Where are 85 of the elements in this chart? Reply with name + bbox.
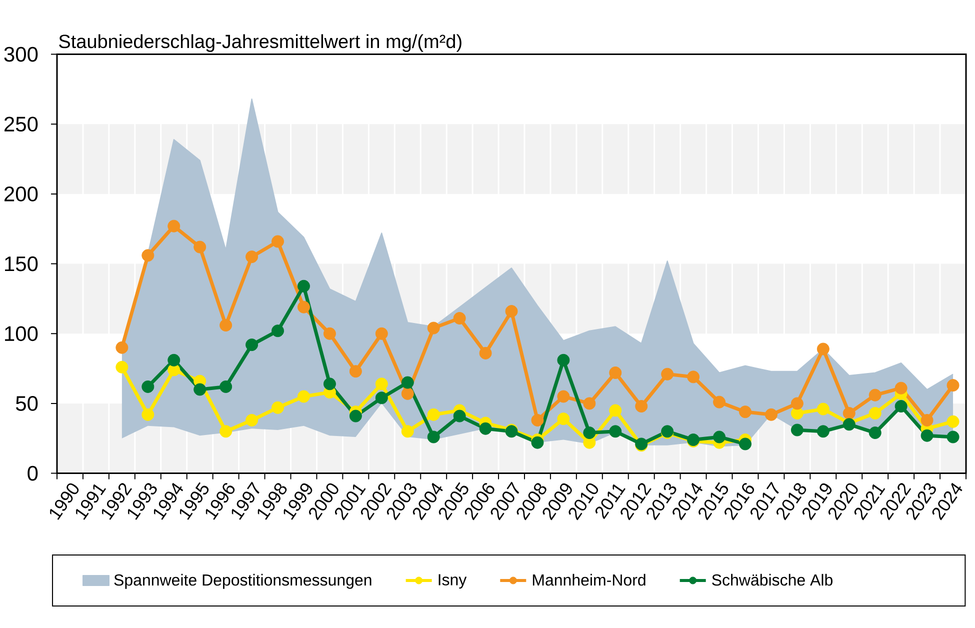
y-tick-label: 100 bbox=[5, 326, 38, 342]
legend-label: Isny bbox=[438, 574, 467, 589]
point bbox=[946, 379, 960, 392]
point bbox=[816, 342, 830, 356]
point bbox=[557, 390, 570, 403]
point bbox=[246, 250, 258, 264]
point bbox=[142, 380, 154, 393]
point bbox=[842, 406, 856, 420]
legend-label: Mannheim-Nord bbox=[532, 574, 646, 586]
point bbox=[946, 430, 960, 444]
y-tick-label: 0 bbox=[28, 466, 38, 481]
point bbox=[816, 425, 830, 438]
point bbox=[427, 322, 440, 334]
point bbox=[635, 400, 648, 413]
point bbox=[401, 425, 414, 438]
point bbox=[297, 280, 310, 292]
point bbox=[142, 249, 154, 262]
point bbox=[894, 400, 908, 413]
legend-label: Spannweite Depostitionsmessungen bbox=[114, 574, 372, 589]
point bbox=[168, 354, 180, 366]
point bbox=[220, 425, 232, 438]
y-tick-label: 150 bbox=[5, 256, 38, 272]
point bbox=[453, 312, 466, 325]
y-tick-label: 50 bbox=[16, 396, 38, 411]
point bbox=[583, 426, 596, 440]
point bbox=[323, 378, 336, 390]
point bbox=[557, 354, 570, 366]
point bbox=[142, 408, 154, 421]
point bbox=[790, 424, 804, 436]
point bbox=[453, 410, 466, 422]
point bbox=[557, 412, 570, 426]
point bbox=[168, 220, 180, 232]
point bbox=[401, 387, 414, 400]
point bbox=[349, 410, 362, 422]
point bbox=[920, 429, 934, 442]
point bbox=[790, 397, 804, 410]
point bbox=[609, 404, 622, 417]
point bbox=[687, 370, 700, 384]
point bbox=[868, 406, 882, 420]
point bbox=[427, 430, 440, 444]
point bbox=[297, 390, 310, 403]
point bbox=[297, 300, 310, 314]
point bbox=[349, 365, 362, 378]
point bbox=[272, 324, 284, 338]
point bbox=[894, 382, 908, 394]
point bbox=[194, 383, 206, 396]
point bbox=[401, 376, 414, 389]
point bbox=[375, 327, 388, 340]
point bbox=[661, 368, 674, 380]
point bbox=[764, 408, 778, 421]
point bbox=[246, 414, 258, 426]
point bbox=[427, 408, 440, 421]
point bbox=[479, 346, 492, 360]
point bbox=[220, 319, 232, 332]
point bbox=[116, 341, 128, 354]
point bbox=[246, 338, 258, 352]
legend-label: Schwäbische Alb bbox=[712, 574, 832, 586]
point bbox=[375, 392, 388, 404]
y-tick-label: 200 bbox=[4, 186, 38, 202]
point bbox=[739, 406, 752, 418]
point bbox=[272, 401, 284, 414]
point bbox=[609, 366, 622, 379]
point bbox=[323, 327, 336, 340]
point bbox=[946, 415, 960, 428]
point bbox=[816, 402, 830, 416]
point bbox=[116, 360, 128, 374]
point bbox=[194, 240, 206, 254]
point bbox=[609, 425, 622, 438]
point bbox=[375, 378, 388, 390]
y-tick-label: 300 bbox=[4, 46, 38, 62]
point bbox=[531, 436, 544, 449]
point bbox=[713, 396, 726, 408]
point bbox=[479, 422, 492, 435]
point bbox=[531, 414, 544, 426]
point bbox=[868, 388, 882, 402]
point bbox=[868, 426, 882, 440]
point bbox=[920, 414, 934, 426]
point bbox=[505, 305, 518, 318]
point bbox=[713, 430, 726, 444]
y-tick-label: 250 bbox=[4, 116, 38, 132]
point bbox=[583, 397, 596, 410]
point bbox=[272, 235, 284, 248]
point bbox=[739, 438, 752, 450]
chart-title: Staubniederschlag-Jahresmittelwert in mg/(m²d) bbox=[59, 34, 462, 52]
point bbox=[220, 380, 232, 393]
